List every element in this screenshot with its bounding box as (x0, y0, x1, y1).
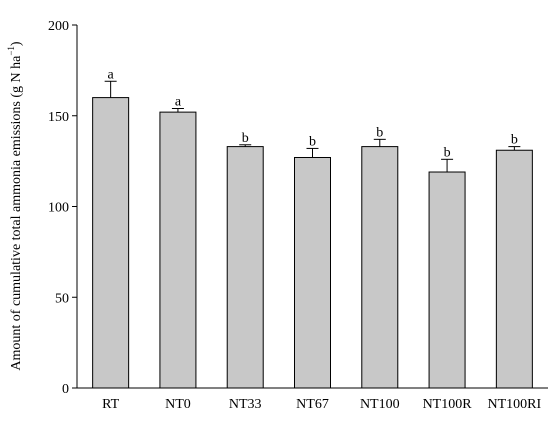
bar (92, 97, 130, 389)
significance-letter: a (175, 94, 182, 109)
significance-letter: b (511, 133, 518, 148)
bar (428, 171, 466, 389)
y-tick-label: 200 (48, 19, 69, 34)
x-tick-label: NT100RI (488, 397, 542, 412)
y-label-superscript: −1 (6, 46, 16, 56)
significance-letter: b (376, 125, 383, 140)
bar (495, 149, 533, 389)
bar (159, 111, 197, 389)
y-axis-label: Amount of cumulative total ammonia emiss… (6, 41, 24, 371)
y-tick-label: 0 (62, 382, 69, 397)
significance-letter: b (444, 145, 451, 160)
y-label-text: Amount of cumulative total ammonia emiss… (9, 55, 24, 371)
y-tick-label: 150 (48, 110, 69, 125)
x-tick-label: NT67 (296, 397, 329, 412)
bar (361, 146, 399, 389)
x-tick-label: NT100 (360, 397, 400, 412)
bar (294, 156, 331, 389)
bar (226, 146, 264, 389)
y-tick-label: 100 (48, 201, 69, 216)
x-tick-label: NT0 (165, 397, 191, 412)
significance-letter: b (242, 131, 249, 146)
x-tick-label: NT33 (229, 397, 262, 412)
significance-letter: b (309, 134, 316, 149)
y-label-suffix: ) (9, 41, 24, 46)
x-tick-label: RT (102, 397, 119, 412)
x-tick-label: NT100R (423, 397, 473, 412)
y-tick-label: 50 (55, 291, 69, 306)
significance-letter: a (108, 67, 115, 82)
